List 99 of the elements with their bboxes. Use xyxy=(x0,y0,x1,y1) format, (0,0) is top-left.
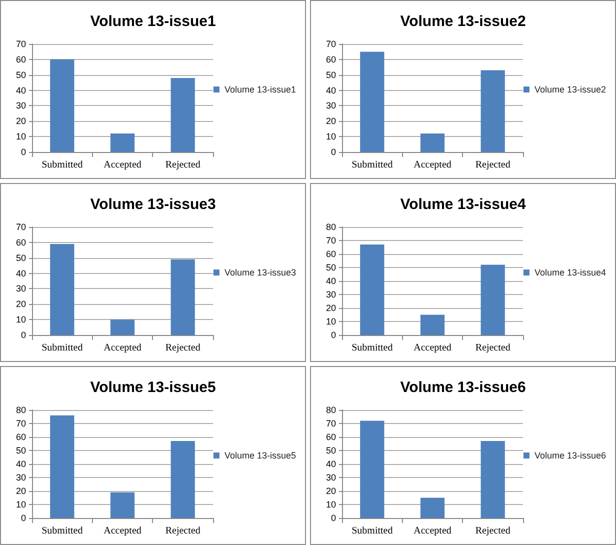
bar xyxy=(360,420,384,518)
y-tick-label: 70 xyxy=(16,39,26,49)
legend-label: Volume 13-issue1 xyxy=(224,84,296,94)
bar xyxy=(170,441,195,518)
y-tick-label: 0 xyxy=(20,330,26,340)
bar xyxy=(480,264,505,335)
x-tick-label: Submitted xyxy=(42,526,83,536)
bar xyxy=(420,133,445,152)
y-tick-label: 40 xyxy=(326,276,336,286)
y-tick-label: 0 xyxy=(330,330,336,340)
y-tick-label: 40 xyxy=(16,459,26,469)
y-tick-label: 70 xyxy=(16,418,26,428)
legend-label: Volume 13-issue3 xyxy=(224,268,296,278)
y-tick-label: 50 xyxy=(326,70,336,80)
x-tick-label: Submitted xyxy=(352,342,393,354)
x-tick-label: Submitted xyxy=(42,342,83,354)
y-tick-label: 0 xyxy=(20,147,26,157)
x-tick-label: Rejected xyxy=(165,160,200,170)
bar xyxy=(110,133,135,152)
y-tick-label: 30 xyxy=(16,100,26,111)
y-tick-label: 60 xyxy=(326,249,336,259)
y-tick-label: 0 xyxy=(20,513,26,523)
x-tick-label: Rejected xyxy=(475,342,510,354)
y-tick-label: 30 xyxy=(326,290,336,300)
y-tick-label: 80 xyxy=(326,405,336,415)
y-tick-label: 20 xyxy=(326,303,336,313)
y-tick-label: 50 xyxy=(16,252,26,263)
bar xyxy=(420,498,445,518)
legend-label: Volume 13-issue6 xyxy=(534,450,606,460)
y-tick-label: 20 xyxy=(326,486,336,496)
bar xyxy=(360,52,384,152)
x-tick-label: Rejected xyxy=(475,526,510,536)
y-tick-label: 10 xyxy=(326,316,336,326)
x-tick-label: Submitted xyxy=(42,160,83,170)
x-tick-label: Submitted xyxy=(352,526,393,536)
y-tick-label: 70 xyxy=(326,39,336,49)
x-tick-label: Accepted xyxy=(104,160,142,170)
y-tick-label: 60 xyxy=(326,54,336,64)
x-tick-label: Accepted xyxy=(414,160,452,170)
x-tick-label: Rejected xyxy=(165,342,200,354)
chart-title: Volume 13-issue6 xyxy=(400,379,526,396)
chart-title: Volume 13-issue2 xyxy=(400,13,526,30)
y-tick-label: 30 xyxy=(326,472,336,482)
bar xyxy=(50,244,74,335)
bar xyxy=(480,441,505,518)
y-tick-label: 60 xyxy=(16,54,26,64)
y-tick-label: 10 xyxy=(16,500,26,510)
x-tick-label: Rejected xyxy=(165,526,200,536)
x-tick-label: Accepted xyxy=(104,342,142,354)
y-tick-label: 10 xyxy=(16,314,26,325)
y-tick-label: 20 xyxy=(326,116,336,126)
y-tick-label: 10 xyxy=(16,132,26,142)
y-tick-label: 20 xyxy=(16,486,26,496)
y-tick-label: 40 xyxy=(326,85,336,96)
legend-label: Volume 13-issue2 xyxy=(534,84,606,94)
y-tick-label: 20 xyxy=(16,116,26,126)
y-tick-label: 60 xyxy=(16,432,26,442)
y-tick-label: 50 xyxy=(326,446,336,456)
bar xyxy=(170,78,195,152)
bar xyxy=(110,492,135,518)
y-tick-label: 70 xyxy=(326,418,336,428)
y-tick-label: 70 xyxy=(16,222,26,232)
chart-title: Volume 13-issue5 xyxy=(90,379,216,396)
bar xyxy=(110,320,135,335)
bar xyxy=(170,259,195,335)
bar xyxy=(420,314,445,335)
x-tick-label: Submitted xyxy=(352,160,393,170)
y-tick-label: 50 xyxy=(16,446,26,456)
bar xyxy=(50,415,74,518)
y-tick-label: 80 xyxy=(16,405,26,415)
y-tick-label: 10 xyxy=(326,500,336,510)
y-tick-label: 20 xyxy=(16,299,26,310)
y-tick-label: 0 xyxy=(330,147,336,157)
x-tick-label: Rejected xyxy=(475,160,510,170)
y-tick-label: 30 xyxy=(16,284,26,294)
x-tick-label: Accepted xyxy=(414,526,452,536)
bar xyxy=(50,59,74,152)
chart-title: Volume 13-issue1 xyxy=(90,13,216,30)
bar xyxy=(480,70,505,152)
y-tick-label: 0 xyxy=(330,513,336,523)
y-tick-label: 40 xyxy=(326,459,336,469)
y-tick-label: 40 xyxy=(16,268,26,278)
legend-label: Volume 13-issue4 xyxy=(534,268,606,278)
x-tick-label: Accepted xyxy=(414,342,452,354)
y-tick-label: 50 xyxy=(326,262,336,272)
chart-title: Volume 13-issue3 xyxy=(90,196,216,213)
chart-title: Volume 13-issue4 xyxy=(400,196,526,213)
y-tick-label: 80 xyxy=(326,222,336,232)
y-tick-label: 60 xyxy=(16,237,26,248)
legend-label: Volume 13-issue5 xyxy=(224,450,296,460)
y-tick-label: 70 xyxy=(326,236,336,246)
y-tick-label: 10 xyxy=(326,132,336,142)
y-tick-label: 60 xyxy=(326,432,336,442)
y-tick-label: 30 xyxy=(326,100,336,111)
x-tick-label: Accepted xyxy=(104,526,142,536)
y-tick-label: 40 xyxy=(16,85,26,96)
y-tick-label: 50 xyxy=(16,70,26,80)
bar xyxy=(360,244,384,335)
y-tick-label: 30 xyxy=(16,472,26,482)
